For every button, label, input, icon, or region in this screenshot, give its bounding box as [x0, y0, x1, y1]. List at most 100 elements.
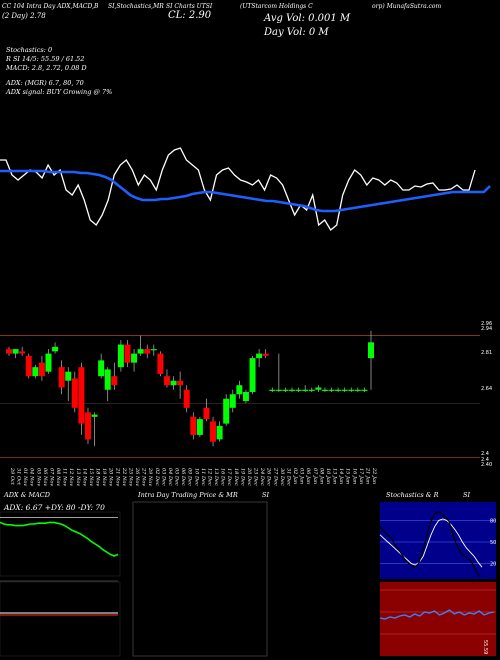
candle-body [170, 380, 177, 386]
date-label: 19 Dec [239, 468, 245, 486]
date-label: 02 Jan [292, 468, 298, 484]
date-label: 27 Dec [272, 467, 278, 486]
date-label: 27 Nov [141, 467, 147, 486]
candle-body [368, 342, 374, 359]
candle-body [295, 389, 302, 391]
candle-body [242, 392, 249, 402]
date-label: 10 Jan [325, 468, 331, 484]
date-label: 22 Jan [371, 467, 377, 484]
date-label: 15 Nov [88, 468, 94, 486]
header-col1: CC 104 Intra Day ADX,MACD,B [2, 3, 99, 10]
date-label: 03 Dec [160, 468, 166, 486]
candle-body [144, 349, 151, 354]
date-label: 13 Dec [213, 468, 219, 486]
candle-body [308, 389, 315, 391]
date-label: 07 Jan [312, 468, 318, 484]
stoch-axis-label: 80 [490, 518, 496, 524]
price-axis-label: 2.81 [481, 350, 492, 356]
candle-body [124, 344, 131, 363]
candle-body [249, 358, 256, 392]
date-label: 18 Nov [95, 468, 101, 486]
intraday-panel-title2: SI [262, 491, 270, 499]
candle-body [269, 389, 276, 391]
candle-body [58, 367, 65, 388]
header-col5: orp) MunafaSutra.com [372, 3, 442, 10]
candle-body [117, 344, 124, 368]
candle-body [25, 355, 32, 377]
header-col1b: (2 Day) 2.78 [2, 12, 46, 20]
candle-body [177, 380, 184, 386]
date-label: 04 Nov [29, 468, 35, 486]
price-axis-label: 2.40 [481, 462, 492, 468]
date-label: 16 Jan [351, 468, 357, 484]
date-label: 15 Jan [345, 468, 351, 484]
date-label: 30 Dec [279, 468, 285, 486]
candle-body [111, 376, 118, 386]
candle-body [341, 389, 348, 391]
avg-vol: Avg Vol: 0.001 M [264, 13, 351, 24]
stoch-k-line [379, 511, 481, 577]
date-label: 06 Nov [42, 468, 48, 486]
candle-body [229, 394, 236, 408]
rsi-panel-bg [380, 582, 496, 656]
date-label: 14 Jan [338, 468, 344, 484]
rsi-line [379, 609, 495, 620]
candle-body [223, 398, 230, 424]
header-col4: (UTStarcom Holdings C [240, 3, 313, 10]
price-axis-label: 2.4 [481, 457, 489, 463]
header-col3: SI Charts UTSI [166, 3, 213, 10]
price-axis-label: 2.4 [481, 451, 489, 457]
date-label: 13 Nov [75, 468, 81, 486]
date-label: 11 Nov [62, 468, 68, 486]
date-label: 22 Nov [121, 467, 127, 486]
date-label: 24 Dec [259, 467, 265, 486]
candle-body [150, 349, 157, 351]
candle-body [98, 360, 105, 377]
intraday-panel-title: Intra Day Trading Price & MR [138, 491, 238, 499]
candle-body [256, 353, 263, 359]
date-label: 11 Dec [200, 468, 206, 486]
adx-line [0, 521, 119, 557]
rsi-stat: R SI 14/5: 55.59 / 61.52 [6, 55, 85, 63]
candle-body [163, 376, 170, 386]
candle-body [361, 389, 368, 391]
header-col2: SI,Stochastics,MR [108, 3, 164, 10]
date-label: 03 Jan [299, 468, 305, 484]
stochastics-stat: Stochastics: 0 [6, 46, 53, 54]
stoch-panel-title2: SI [463, 491, 471, 499]
moving-average-line [0, 169, 491, 213]
candle-body [84, 412, 91, 440]
stoch-axis-label: 20 [490, 562, 496, 568]
date-label: 18 Dec [233, 468, 239, 486]
candle-body [52, 346, 59, 352]
date-label: 12 Nov [68, 468, 74, 486]
candle-body [38, 362, 45, 377]
price-axis-label: 2.96 [481, 321, 492, 327]
candle-body [196, 419, 203, 435]
adx-stat: ADX: (MGR) 6.7, 80, 70 [6, 79, 84, 87]
candle-body [137, 349, 144, 354]
candle-body [12, 349, 19, 354]
date-label: 09 Dec [187, 468, 193, 486]
macd-stat: MACD: 2.8, 2.72, 0.08 D [6, 64, 87, 72]
date-label: 08 Jan [318, 468, 324, 484]
date-label: 01 Nov [22, 468, 28, 486]
date-label: 05 Nov [35, 468, 41, 486]
date-label: 20 Dec [246, 467, 252, 486]
date-label: 05 Dec [174, 468, 180, 486]
candle-body [203, 407, 210, 420]
candle-body [216, 425, 223, 440]
candle-body [183, 389, 190, 408]
candle-body [190, 416, 197, 435]
date-label: 26 Nov [134, 467, 140, 486]
candle-body [78, 367, 85, 424]
day-vol: Day Vol: 0 M [264, 27, 329, 38]
date-label: 17 Jan [358, 468, 364, 484]
date-label: 06 Jan [305, 468, 311, 484]
candle-body [45, 353, 52, 372]
stoch-panel-title: Stochastics & R [386, 491, 439, 499]
candle-body [282, 389, 289, 391]
date-label: 29 Nov [147, 467, 153, 486]
candle-body [19, 351, 26, 354]
